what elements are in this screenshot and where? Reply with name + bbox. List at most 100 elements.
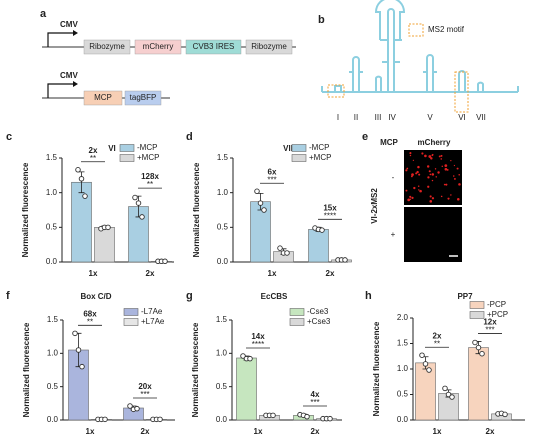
fold-change: 20x [138,382,152,391]
cell-dot [446,169,449,171]
data-point [78,176,85,182]
fold-change: 4x [311,390,320,399]
cell-dot [440,158,443,160]
data-point [284,250,290,256]
fold-change: 14x [251,332,265,341]
stem-label: III [375,113,382,122]
cell-dot [427,185,430,188]
cell-dot [421,152,424,155]
y-tick-label: 1.0 [216,348,228,357]
rna-structure [321,0,519,93]
cell-dot [443,183,446,186]
part-label: Ribozyme [251,42,287,51]
x-tick-label: 2x [311,427,320,436]
promoter-arrow [47,32,74,47]
legend-swatch [119,144,135,152]
construct-part [245,39,293,55]
cell-dot [415,172,418,175]
data-point [319,227,325,233]
chart-title: PP7 [457,292,473,301]
cell-dot [405,189,408,192]
cell-dot [411,196,414,199]
fold-change: 2x [433,331,442,340]
y-tick-label: 1.0 [217,188,229,197]
promoter-label: CMV [60,20,78,29]
legend-swatch [291,144,307,152]
cell-dot [418,173,421,176]
data-point [127,403,133,409]
cell-dot [450,159,452,162]
motif-box [454,71,469,113]
cell-dot [457,197,460,201]
data-point [135,200,142,206]
stem-label: V [427,113,433,122]
cell-dot [444,167,448,171]
significance: **** [252,340,264,349]
part-label: CVB3 IRES [193,42,235,51]
legend-label: -MCP [309,143,329,152]
chart-title: VI [108,144,116,153]
legend-swatch [123,308,139,316]
cell-dot [450,194,452,196]
cell-dot [419,189,422,193]
legend-label: -PCP [487,300,506,309]
data-point [342,257,348,263]
stem-label: IV [388,113,396,122]
data-point [75,347,82,353]
legend-label: -Cse3 [307,307,329,316]
cell-dot [431,173,435,176]
cell-dot [417,165,420,169]
y-axis-label: Normalized fluorescence [22,322,31,417]
cell-dot [431,179,434,182]
legend-swatch [469,311,485,319]
panel-label: e [362,131,368,143]
cell-dot [437,171,440,174]
cell-dot [431,154,434,157]
cell-dot [418,189,420,191]
data-point [79,363,85,370]
cell-dot [440,154,443,157]
y-tick-label: 0.5 [216,382,228,391]
y-tick-label: 1.0 [397,364,409,373]
panel-label: a [40,8,47,20]
x-tick-label: 2x [141,427,150,436]
cell-dot [426,165,430,168]
x-tick-label: 1x [433,427,442,436]
fold-change: 2x [89,146,98,155]
y-tick-label: 0.0 [46,257,58,266]
x-tick-label: 1x [268,269,277,278]
significance: *** [267,175,276,184]
significance: *** [485,326,494,335]
cell-dot [431,197,435,200]
cell-dot [405,169,408,172]
part-label: MCP [94,93,112,102]
row-label: - [392,173,395,182]
bar [415,362,436,421]
cell-dot [429,173,432,176]
arrow-head [73,30,78,36]
row-label: + [391,230,396,239]
legend-swatch [289,318,305,326]
data-point [139,214,145,220]
cell-dot [410,175,413,178]
legend-label: -MCP [137,143,157,152]
motif-box [327,84,345,98]
data-point [472,339,478,346]
y-tick-label: 0.5 [46,222,58,231]
cell-dot [409,154,412,157]
cell-dot [412,159,414,161]
data-point [270,412,276,419]
cell-dot [428,155,432,158]
legend-label: +PCP [487,310,508,319]
y-tick-label: 1.5 [397,339,409,348]
construct-part [134,39,182,55]
panel-label: f [6,290,10,302]
y-tick-label: 0.0 [47,415,59,424]
data-point [240,353,246,359]
bar [71,181,92,263]
data-point [277,245,283,251]
legend-swatch [289,308,305,316]
arrow-head [73,81,78,87]
cell-dot [445,183,448,186]
part-label: Ribozyme [89,42,125,51]
